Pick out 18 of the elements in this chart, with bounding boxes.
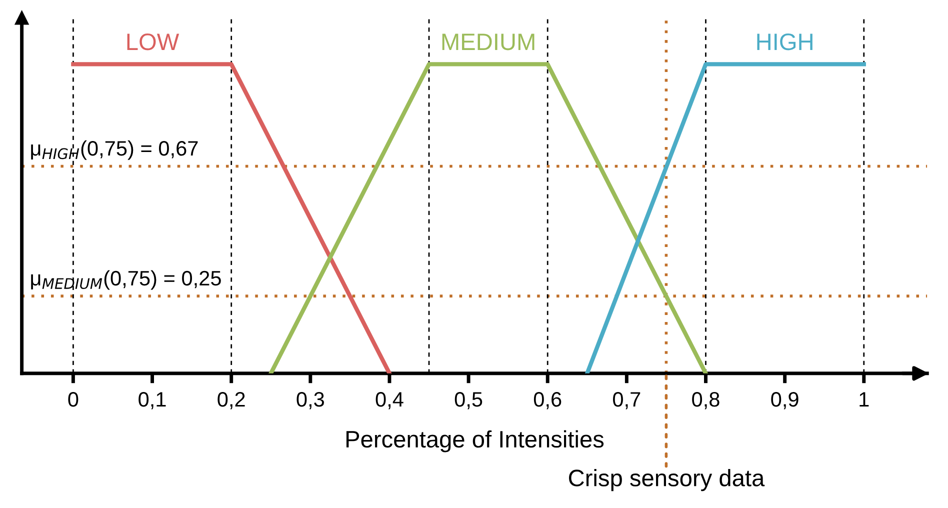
series-label: HIGH [757, 34, 812, 50]
x-tick-label: 0,4 [376, 392, 404, 410]
x-tick-label: 1 [860, 392, 869, 407]
x-tick-label: 0,8 [692, 392, 720, 410]
x-tick-label: 0,6 [534, 392, 562, 410]
x-tick-label: 0,5 [454, 392, 482, 410]
x-tick-label: 0 [68, 392, 78, 407]
x-tick-label: 0,1 [138, 392, 166, 410]
x-tick-label: 0,7 [613, 392, 640, 410]
ref-line-label: μ$_{HIGH}$(0,75) = 0,67 [31, 140, 198, 160]
x-axis-title: Percentage of Intensities [346, 430, 604, 452]
x-tick-label: 0,9 [771, 392, 798, 410]
ref-line-label: μ$_{MEDIUM}$(0,75) = 0,25 [31, 270, 221, 290]
series-label: LOW [127, 34, 180, 50]
ref-line-label: Crisp sensory data [569, 469, 765, 492]
series-label: MEDIUM [442, 34, 534, 50]
x-tick-label: 0,3 [296, 392, 324, 410]
x-tick-label: 0,2 [218, 392, 245, 410]
